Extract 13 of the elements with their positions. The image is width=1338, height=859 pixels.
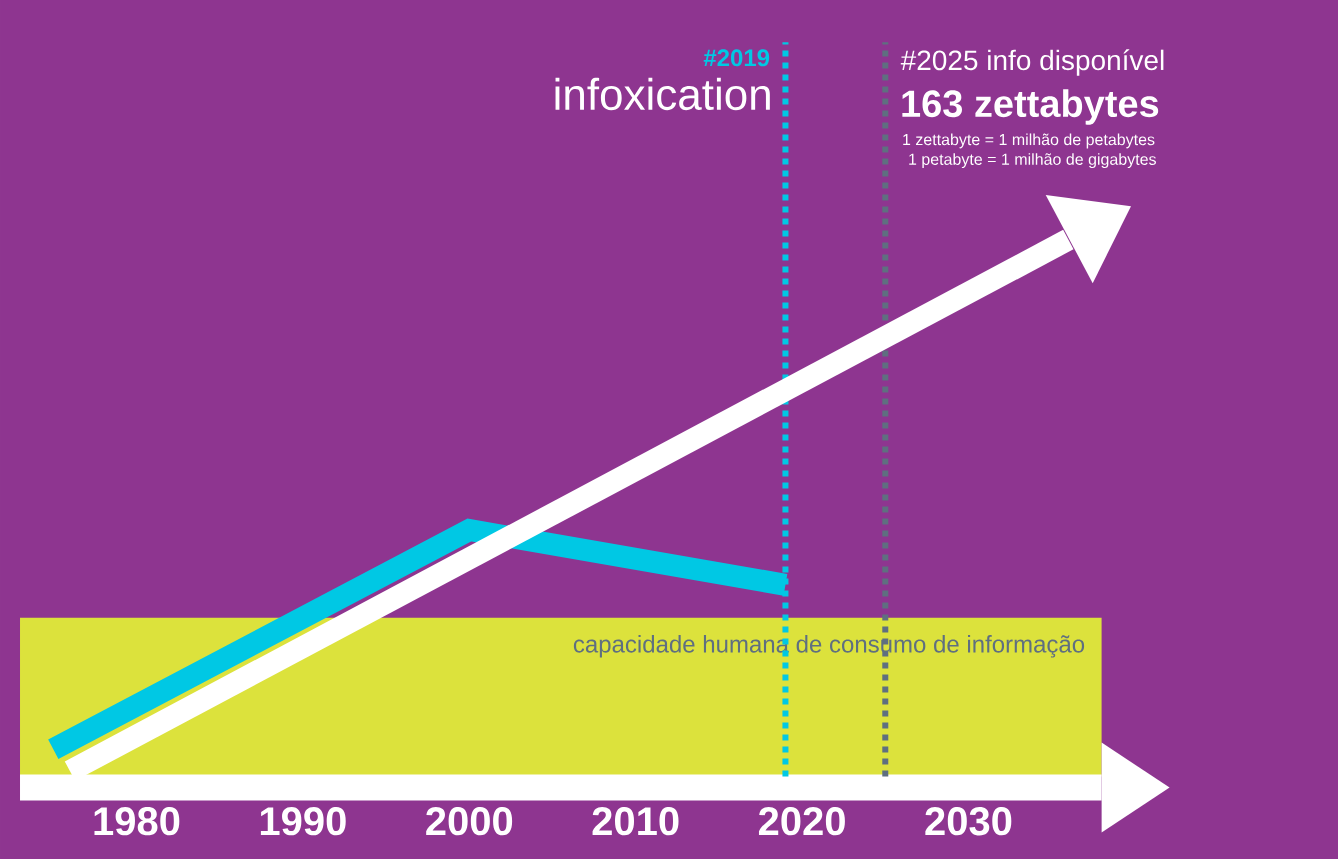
x-tick-label: 1980 <box>94 807 180 836</box>
text: 1 petabyte = 1 milhão de gigabytes <box>909 153 1156 169</box>
x-tick-label: 2000 <box>426 807 513 836</box>
text: 1 zettabyte = 1 milhão de petabytes <box>903 133 1155 149</box>
x-tick-label: 2010 <box>592 807 679 836</box>
band-label: capacidade humana de consumo de informação <box>573 635 1085 658</box>
x-tick-label: 2030 <box>925 807 1012 836</box>
ref-line-label: #2019 <box>703 49 770 67</box>
ref-line-label: #2025 info disponível <box>900 49 1164 76</box>
x-tick-label: 2020 <box>758 807 845 836</box>
text: 163 zettabytes <box>902 89 1159 125</box>
text: infoxication <box>555 77 770 111</box>
x-tick-label: 1990 <box>260 807 346 836</box>
